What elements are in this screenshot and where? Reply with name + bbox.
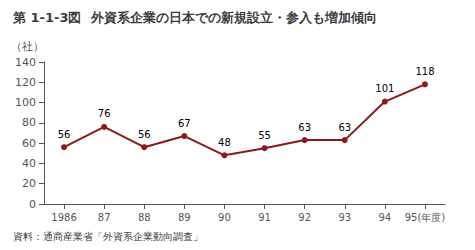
svg-text:92: 92 xyxy=(298,212,311,223)
svg-text:56: 56 xyxy=(58,129,71,140)
svg-text:56: 56 xyxy=(138,129,151,140)
svg-text:40: 40 xyxy=(22,157,36,170)
svg-text:120: 120 xyxy=(15,76,36,89)
svg-text:資料：通商産業省「外資系企業動向調査」: 資料：通商産業省「外資系企業動向調査」 xyxy=(13,231,203,242)
svg-text:101: 101 xyxy=(375,83,394,94)
svg-text:140: 140 xyxy=(15,56,36,69)
svg-text:91: 91 xyxy=(258,212,271,223)
svg-text:48: 48 xyxy=(218,137,231,148)
svg-text:88: 88 xyxy=(138,212,151,223)
svg-text:63: 63 xyxy=(338,122,351,133)
svg-text:90: 90 xyxy=(218,212,231,223)
svg-text:94: 94 xyxy=(378,212,391,223)
svg-text:87: 87 xyxy=(98,212,111,223)
svg-text:93: 93 xyxy=(338,212,351,223)
svg-text:100: 100 xyxy=(15,96,36,109)
svg-text:89: 89 xyxy=(178,212,191,223)
svg-text:80: 80 xyxy=(22,116,36,129)
svg-text:0: 0 xyxy=(29,198,36,211)
svg-text:67: 67 xyxy=(178,118,191,129)
svg-text:76: 76 xyxy=(98,108,111,119)
svg-text:（社）: （社） xyxy=(11,40,44,53)
svg-text:60: 60 xyxy=(22,137,36,150)
svg-text:55: 55 xyxy=(258,130,271,141)
svg-text:第 1-1-3図 外資系企業の日本での新規設立・参入も増加: 第 1-1-3図 外資系企業の日本での新規設立・参入も増加傾向 xyxy=(12,10,377,25)
svg-text:95(年度): 95(年度) xyxy=(405,212,446,223)
svg-text:1986: 1986 xyxy=(51,212,76,223)
svg-text:20: 20 xyxy=(22,177,36,190)
svg-text:118: 118 xyxy=(415,66,434,77)
svg-text:63: 63 xyxy=(298,122,311,133)
